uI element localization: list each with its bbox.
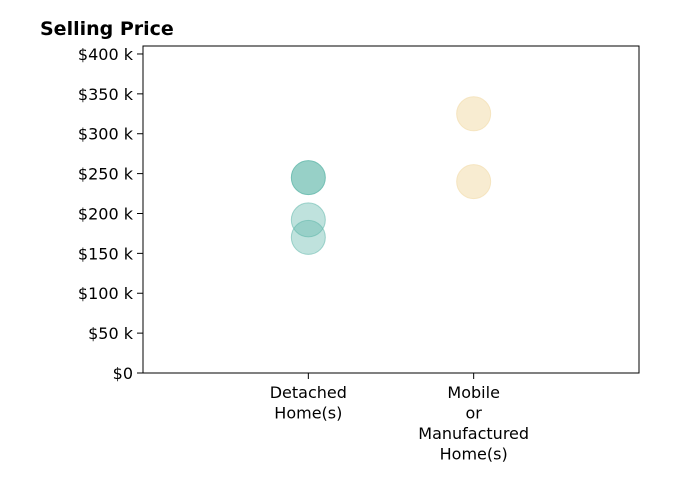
x-tick-label-line: Home(s) [274,404,342,423]
y-tick-label: $150 k [78,244,134,263]
x-tick-label-line: Detached [270,383,347,402]
data-point [290,202,326,238]
y-tick-label: $250 k [78,165,134,184]
data-points-layer [290,96,492,255]
data-point [290,219,326,255]
x-tick-label-line: Mobile [447,383,499,402]
y-tick-label: $300 k [78,125,134,144]
y-tick-label: $50 k [88,324,134,343]
y-tick-label: $400 k [78,45,134,64]
data-point [290,160,326,196]
y-tick-label: $350 k [78,85,134,104]
chart-title: Selling Price [40,18,174,40]
x-axis: Detached Home(s) Mobile or Manufactured Home(… [270,373,529,464]
x-tick-label-line: Home(s) [440,445,508,464]
data-point [456,96,492,132]
x-tick-label: Mobile or Manufactured Home(s) [418,383,529,464]
plot-frame [142,45,640,374]
y-axis: $0 $50 k $100 k $150 k $200 k $250 k $300 k $35… [78,45,143,383]
y-tick-label: $0 [113,364,133,383]
x-tick-label-line: or [465,404,482,423]
x-tick-label: Detached Home(s) [270,383,347,423]
x-tick-label-line: Manufactured [418,424,529,443]
data-point [456,164,492,200]
y-tick-label: $100 k [78,284,134,303]
y-tick-label: $200 k [78,204,134,223]
